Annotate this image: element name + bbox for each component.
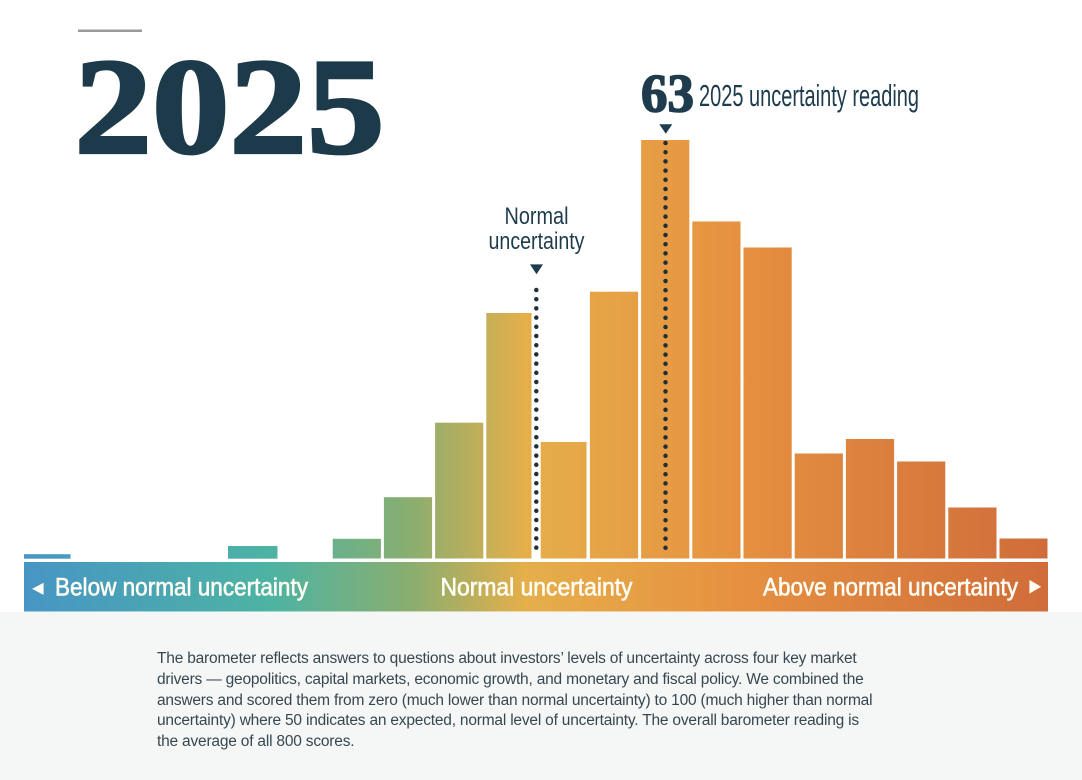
svg-text:uncertainty: uncertainty — [489, 228, 585, 255]
svg-text:2025: 2025 — [75, 31, 385, 183]
svg-text:63: 63 — [641, 64, 694, 124]
svg-text:Normal: Normal — [505, 203, 569, 230]
svg-text:Below normal uncertainty: Below normal uncertainty — [55, 573, 308, 601]
svg-text:Above normal uncertainty: Above normal uncertainty — [763, 573, 1018, 601]
svg-text:Normal uncertainty: Normal uncertainty — [441, 573, 633, 601]
svg-text:2025 uncertainty reading: 2025 uncertainty reading — [699, 78, 919, 113]
